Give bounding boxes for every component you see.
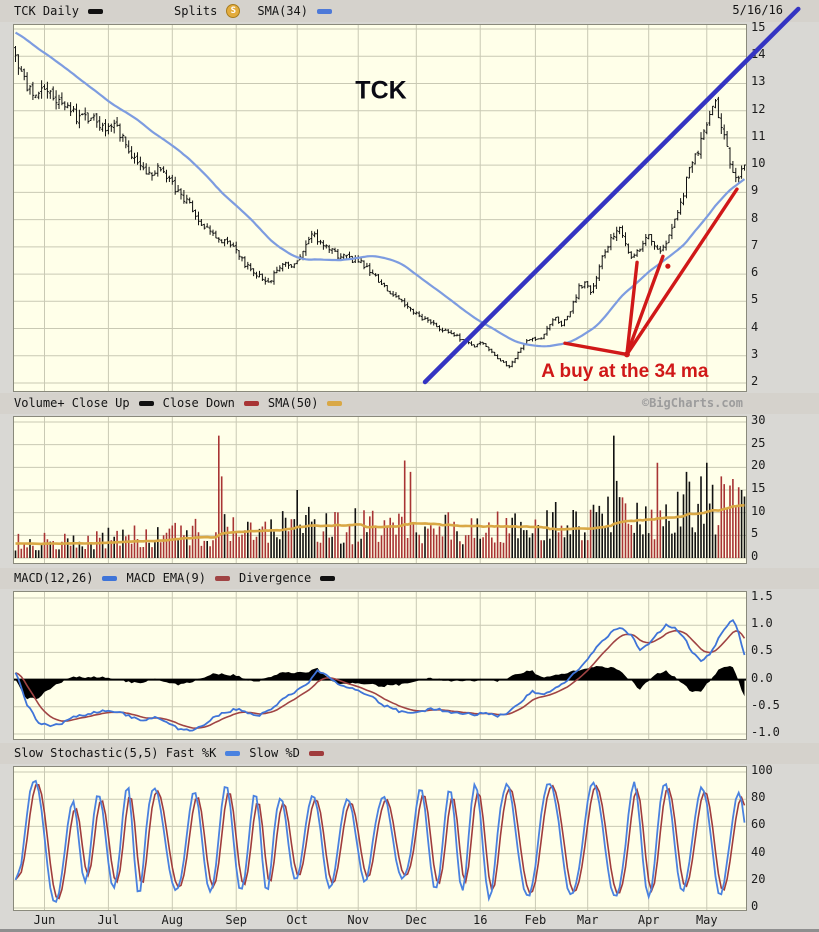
volume-plot-svg bbox=[14, 417, 746, 563]
macd-plot bbox=[13, 591, 747, 740]
y-tick-label: -1.0 bbox=[751, 725, 780, 739]
y-tick-label: 9 bbox=[751, 183, 759, 198]
y-tick-label: 2 bbox=[751, 374, 759, 388]
y-tick-label: 6 bbox=[751, 265, 759, 280]
stoch-plot bbox=[13, 766, 747, 911]
y-tick-label: 1.0 bbox=[751, 616, 773, 631]
y-tick-label: 20 bbox=[751, 871, 766, 886]
price-series-swatch bbox=[88, 8, 104, 14]
splits-coin-icon: S bbox=[226, 4, 241, 18]
stoch-legend-bar: Slow Stochastic(5,5) Fast %K Slow %D bbox=[0, 743, 819, 764]
month-label: Aug bbox=[161, 913, 184, 927]
symbol-frequency-label: TCK Daily bbox=[14, 3, 80, 18]
asof-date: 5/16/16 bbox=[732, 3, 783, 17]
close-down-swatch bbox=[243, 401, 259, 406]
price-y-axis: 15 14 13 12 11 10 9 8 7 6 5 4 3 2 bbox=[748, 20, 819, 390]
y-tick-label: 8 bbox=[751, 210, 759, 225]
stoch-y-axis: 100 80 60 40 20 0 bbox=[748, 763, 819, 913]
stoch-slowd-label: Slow %D bbox=[249, 746, 300, 760]
sma34-label: SMA(34) bbox=[257, 3, 308, 18]
macd-plot-svg bbox=[14, 592, 746, 739]
y-tick-label: 100 bbox=[751, 763, 773, 777]
x-axis-month-labels: Jun Jul Aug Sep Oct Nov Dec 16 Feb Mar Apr May bbox=[0, 909, 819, 929]
y-tick-label: 4 bbox=[751, 319, 759, 334]
y-tick-label: -0.5 bbox=[751, 697, 780, 712]
month-label: Jun bbox=[33, 913, 56, 927]
divergence-swatch bbox=[320, 576, 336, 581]
close-up-swatch bbox=[138, 401, 154, 406]
stoch-plot-svg bbox=[14, 767, 746, 910]
y-tick-label: 80 bbox=[751, 790, 766, 805]
macd-y-axis: 1.5 1.0 0.5 0.0 -0.5 -1.0 bbox=[748, 589, 819, 739]
y-tick-label: 3 bbox=[751, 346, 759, 361]
month-label: Nov bbox=[347, 913, 370, 927]
month-label: Jul bbox=[97, 913, 120, 927]
macd-ema-swatch bbox=[214, 576, 230, 581]
macd-label: MACD(12,26) bbox=[14, 571, 94, 585]
price-plot-svg: TCK A buy at the 34 ma bbox=[14, 25, 746, 391]
macd-swatch bbox=[102, 576, 118, 581]
month-label: Sep bbox=[225, 913, 248, 927]
y-tick-label: 0 bbox=[751, 549, 759, 563]
macd-ema-label: MACD EMA(9) bbox=[126, 571, 206, 585]
slowd-swatch bbox=[308, 751, 324, 756]
y-tick-label: 15 bbox=[751, 20, 766, 34]
month-label: Apr bbox=[637, 913, 660, 927]
sma50-label: SMA(50) bbox=[267, 396, 319, 410]
y-tick-label: 12 bbox=[751, 101, 766, 116]
y-tick-label: 60 bbox=[751, 817, 766, 832]
y-tick-label: 30 bbox=[751, 413, 766, 427]
y-tick-label: 20 bbox=[751, 458, 766, 473]
month-label: Mar bbox=[576, 913, 599, 927]
y-tick-label: 0.0 bbox=[751, 670, 773, 685]
month-label: May bbox=[695, 913, 718, 927]
y-tick-label: 0.5 bbox=[751, 643, 773, 658]
month-label: Oct bbox=[286, 913, 309, 927]
y-tick-label: 0 bbox=[751, 899, 759, 913]
month-label: Feb bbox=[524, 913, 547, 927]
y-tick-label: 10 bbox=[751, 503, 766, 518]
month-label: Dec bbox=[405, 913, 428, 927]
month-label: 16 bbox=[472, 913, 488, 927]
stoch-fastk-label: Slow Stochastic(5,5) Fast %K bbox=[14, 746, 217, 760]
sma50-swatch bbox=[327, 401, 343, 406]
y-tick-label: 25 bbox=[751, 435, 766, 450]
close-down-label: Close Down bbox=[162, 396, 235, 410]
y-tick-label: 40 bbox=[751, 844, 766, 859]
price-legend-bar: TCK Daily Splits S SMA(34) 5/16/16 bbox=[0, 0, 819, 22]
sma34-swatch bbox=[316, 8, 332, 14]
volume-legend-bar: Volume+ Close Up Close Down SMA(50) ©Big… bbox=[0, 393, 819, 414]
macd-legend-bar: MACD(12,26) MACD EMA(9) Divergence bbox=[0, 568, 819, 589]
bigcharts-watermark: ©BigCharts.com bbox=[641, 396, 743, 410]
y-tick-label: 5 bbox=[751, 526, 759, 541]
volume-close-up-label: Volume+ Close Up bbox=[14, 396, 130, 410]
price-plot: TCK A buy at the 34 ma bbox=[13, 24, 747, 392]
splits-label: Splits bbox=[174, 3, 218, 18]
y-tick-label: 5 bbox=[751, 292, 759, 307]
y-tick-label: 13 bbox=[751, 74, 766, 89]
y-tick-label: 10 bbox=[751, 156, 766, 171]
divergence-label: Divergence bbox=[238, 571, 312, 585]
y-tick-label: 1.5 bbox=[751, 589, 773, 603]
y-tick-label: 11 bbox=[751, 128, 766, 143]
fastk-swatch bbox=[225, 751, 241, 756]
symbol-annotation: TCK bbox=[355, 76, 406, 104]
y-tick-label: 14 bbox=[751, 47, 766, 62]
buy-annotation: A buy at the 34 ma bbox=[541, 361, 709, 382]
y-tick-label: 15 bbox=[751, 481, 766, 495]
volume-plot bbox=[13, 416, 747, 564]
y-tick-label: 7 bbox=[751, 237, 759, 252]
